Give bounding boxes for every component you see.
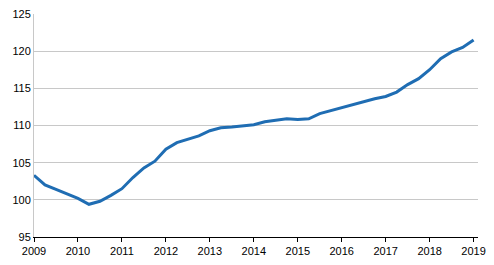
svg-text:2019: 2019 [461,245,485,257]
svg-text:2012: 2012 [154,245,178,257]
svg-text:2017: 2017 [373,245,397,257]
svg-text:2011: 2011 [110,245,134,257]
svg-text:2013: 2013 [198,245,222,257]
svg-text:110: 110 [13,119,31,131]
svg-text:2018: 2018 [417,245,441,257]
svg-text:125: 125 [12,8,30,20]
svg-text:100: 100 [12,194,30,206]
svg-text:2010: 2010 [66,245,90,257]
svg-text:105: 105 [12,157,30,169]
svg-text:95: 95 [19,231,31,243]
svg-text:120: 120 [12,45,30,57]
svg-text:115: 115 [13,82,31,94]
svg-text:2009: 2009 [22,245,46,257]
svg-text:2014: 2014 [242,245,266,257]
svg-text:2015: 2015 [286,245,310,257]
svg-text:2016: 2016 [329,245,353,257]
